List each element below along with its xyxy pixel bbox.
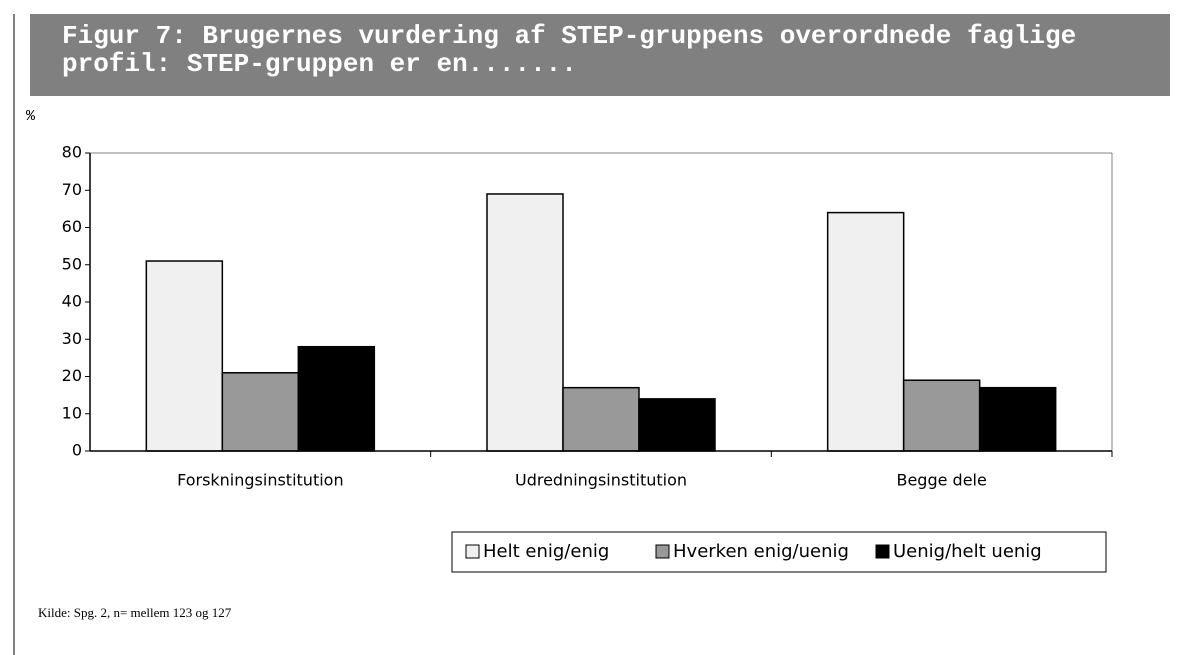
- bar: [145, 260, 224, 452]
- x-tick-label: Forskningsinstitution: [177, 471, 344, 490]
- y-tick-label: 30: [62, 329, 82, 348]
- bar: [638, 398, 716, 452]
- title-box: Figur 7: Brugernes vurdering af STEP-gru…: [30, 14, 1170, 96]
- legend-label: Hverken enig/uenig: [673, 541, 849, 562]
- source-note: Kilde: Spg. 2, n= mellem 123 og 127: [38, 605, 232, 620]
- bar: [826, 211, 905, 452]
- legend-box: [451, 531, 1107, 573]
- bar: [297, 345, 376, 452]
- y-tick-label: 60: [62, 217, 82, 236]
- x-tick-label: Udredningsinstitution: [515, 471, 687, 490]
- bar: [562, 386, 640, 452]
- bar: [978, 386, 1057, 452]
- y-tick-label: 20: [62, 366, 82, 385]
- y-axis-label: %: [26, 108, 36, 125]
- legend-swatch: [655, 544, 670, 559]
- y-tick-label: 80: [62, 143, 82, 162]
- legend-swatch: [465, 544, 480, 559]
- legend-label: Uenig/helt uenig: [893, 541, 1042, 562]
- chart-title: Figur 7: Brugernes vurdering af STEP-gru…: [62, 21, 1077, 79]
- y-tick-label: 70: [62, 180, 82, 199]
- legend-label: Helt enig/enig: [483, 541, 609, 562]
- bar: [221, 372, 300, 452]
- legend-swatch: [875, 544, 890, 559]
- bar: [486, 193, 564, 452]
- y-tick-label: 0: [72, 441, 82, 460]
- y-tick-label: 10: [62, 403, 82, 422]
- bar: [902, 379, 981, 452]
- y-tick-label: 50: [62, 254, 82, 273]
- x-tick-label: Begge dele: [896, 471, 986, 490]
- y-tick-label: 40: [62, 292, 82, 311]
